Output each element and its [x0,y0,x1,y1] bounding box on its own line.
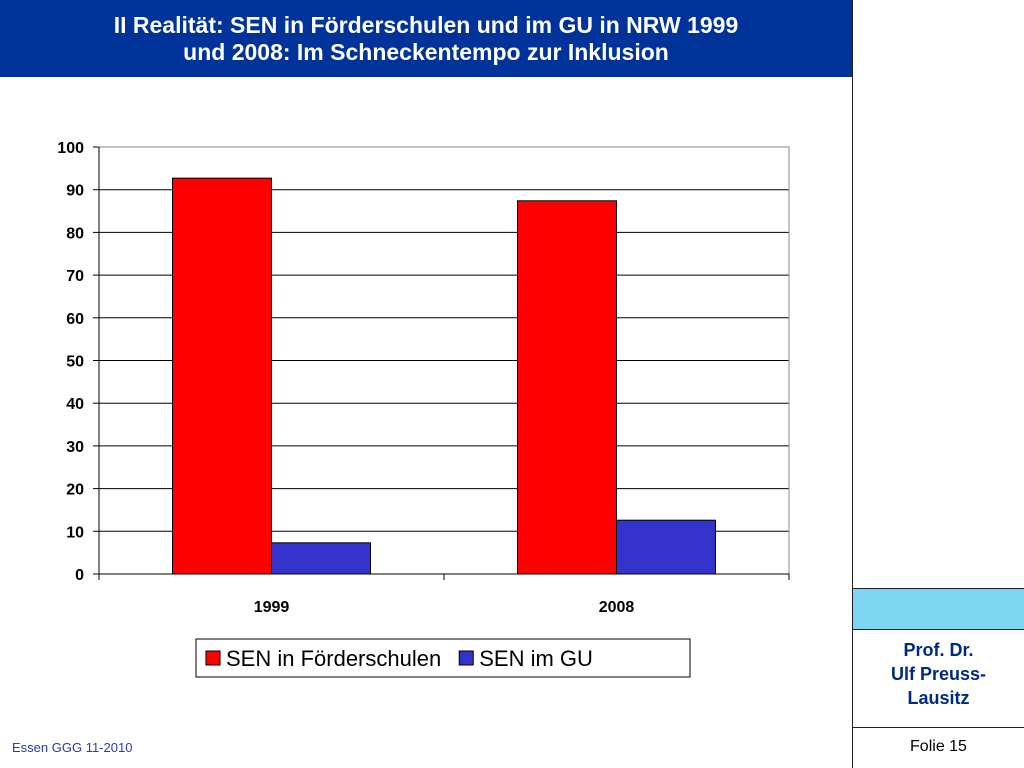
author-block: Prof. Dr. Ulf Preuss- Lausitz [853,638,1024,710]
x-tick-label: 2008 [599,599,635,616]
y-tick-label: 100 [57,140,84,157]
legend-label: SEN im GU [479,646,593,671]
legend-label: SEN in Förderschulen [226,646,441,671]
side-accent-block [853,589,1024,629]
side-panel-divider [852,727,1024,728]
bar [271,542,371,575]
y-tick-label: 70 [66,268,84,285]
slide-number: Folie 15 [910,738,967,755]
legend [195,638,691,678]
author-line: Prof. Dr. [903,640,974,660]
bar [616,519,716,575]
y-tick-label: 30 [66,439,84,456]
side-panel-divider [852,629,1024,630]
bar [172,177,272,575]
y-tick-label: 90 [66,183,84,200]
y-tick-label: 0 [75,567,84,584]
footer-text: Essen GGG 11-2010 [12,740,133,755]
x-tick-label: 1999 [254,599,290,616]
slide-title-line-1: II Realität: SEN in Förderschulen und im… [113,11,739,38]
bar-chart: 0 10 20 30 40 50 60 70 80 90 100 1999 2008 SEN in För… [57,140,790,678]
side-panel-divider [852,588,1024,589]
side-panel [852,0,1024,768]
y-tick-label: 40 [66,396,84,413]
bar [517,200,617,575]
author-line: Lausitz [907,688,970,708]
slide-title-line-2: und 2008: Im Schneckentempo zur Inklusio… [183,38,669,65]
y-tick-label: 10 [66,524,84,541]
y-tick-label: 50 [66,354,84,371]
y-tick-label: 20 [66,482,84,499]
y-tick-label: 80 [66,225,84,242]
y-tick-label: 60 [66,311,84,328]
legend-swatch [458,650,474,666]
author-line: Ulf Preuss- [890,664,987,684]
legend-swatch [205,650,221,666]
slide-title: II Realität: SEN in Förderschulen und im… [0,0,852,77]
side-panel-border [852,0,853,768]
